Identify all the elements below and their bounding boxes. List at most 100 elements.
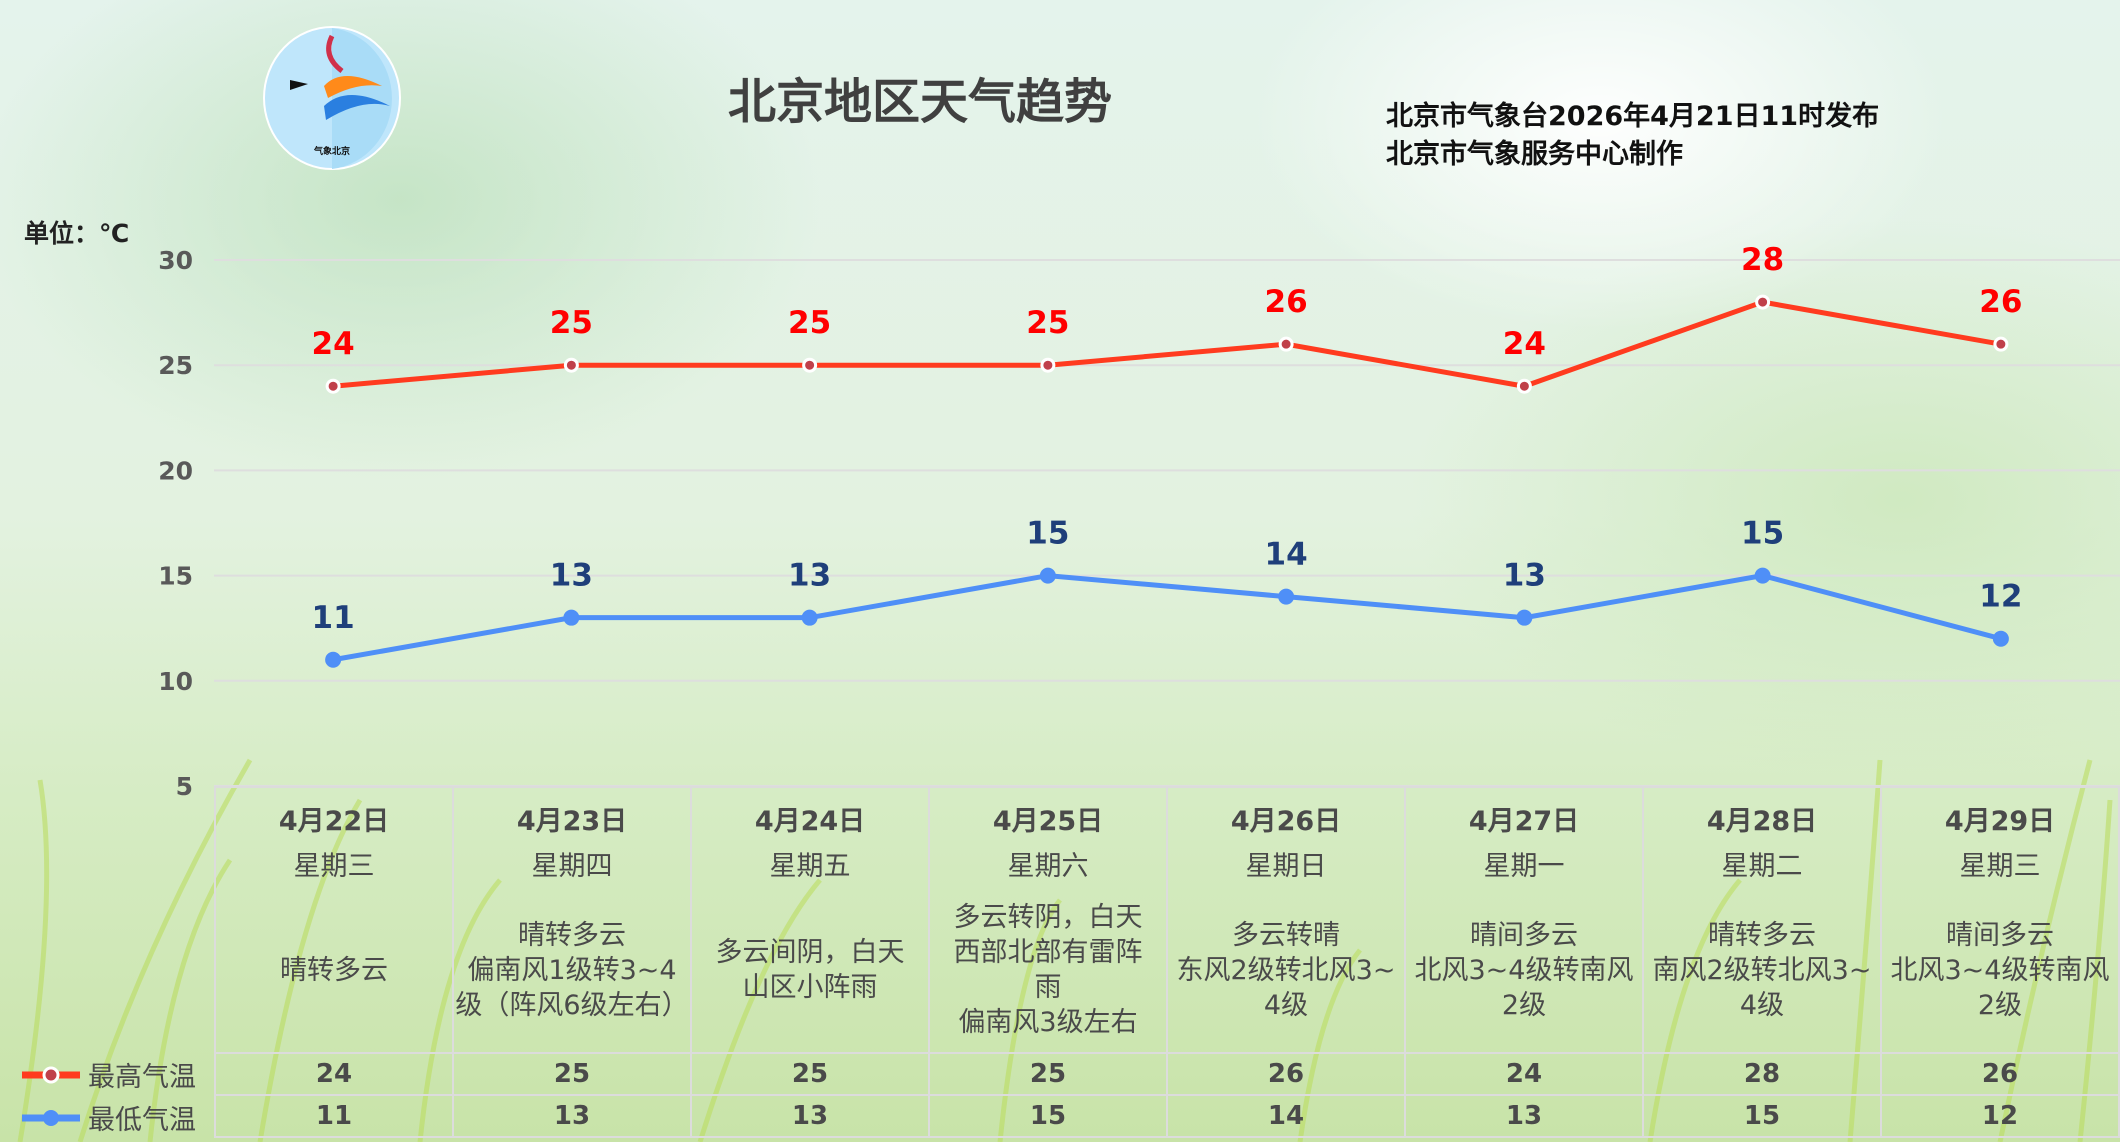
weather-desc-cell: 晴转多云 南风2级转北风3~ 4级	[1642, 888, 1882, 1054]
high-temp-point	[1040, 357, 1056, 373]
low-temp-data-label: 11	[312, 600, 355, 636]
high-temp-cell: 24	[1404, 1052, 1644, 1096]
weather-desc-line: 2级	[1977, 989, 2023, 1021]
high-temp-cell: 26	[1880, 1052, 2120, 1096]
date-cell: 4月24日	[690, 786, 930, 838]
low-temp-cell: 15	[928, 1094, 1168, 1138]
high-temp-cell: 24	[214, 1052, 454, 1096]
weather-desc-line: 多云转阴，白天	[953, 902, 1143, 933]
forecast-table: 4月22日 4月23日 4月24日 4月25日 4月26日 4月27日 4月28日 4月29日…	[214, 786, 2120, 1138]
low-temp-point	[1039, 567, 1056, 584]
weather-desc-cell: 多云间阴，白天 山区小阵雨	[690, 888, 930, 1054]
weekday-cell: 星期二	[1642, 838, 1882, 888]
high-row: 24 25 25 25 26 24 28 26	[214, 1052, 2120, 1096]
high-temp-point	[1993, 336, 2009, 352]
weather-desc-line: 偏南风3级左右	[958, 1007, 1138, 1038]
weather-desc-cell: 多云转晴 东风2级转北风3~ 4级	[1166, 888, 1406, 1054]
logo: 气象北京	[262, 26, 402, 175]
weekday-cell: 星期四	[452, 838, 692, 888]
issue-info: 北京市气象台2026年4月21日11时发布	[1386, 101, 1880, 132]
high-temp-data-label: 25	[550, 305, 593, 341]
weather-desc-line: 山区小阵雨	[742, 972, 878, 1003]
unit-label: 单位：℃	[24, 219, 130, 248]
weekday-cell: 星期日	[1166, 838, 1406, 888]
high-temp-cell: 26	[1166, 1052, 1406, 1096]
legend: 最高气温 最低气温	[20, 1053, 214, 1139]
low-temp-point	[1278, 588, 1295, 605]
date-cell: 4月27日	[1404, 786, 1644, 838]
meteorological-service-logo-icon: 气象北京	[263, 26, 401, 170]
weekday-cell: 星期三	[1880, 838, 2120, 888]
weather-desc-line: 多云间阴，白天	[715, 937, 905, 968]
high-temp-marker-icon	[22, 1066, 80, 1083]
low-temp-data-label: 14	[1265, 537, 1308, 573]
y-tick-label: 15	[158, 562, 193, 591]
low-temp-cell: 12	[1880, 1094, 2120, 1138]
weather-desc-line: 北风3~4级转南风	[1890, 954, 2110, 986]
high-temp-data-label: 28	[1741, 242, 1784, 278]
y-tick-label: 10	[158, 667, 193, 696]
legend-high: 最高气温	[20, 1053, 214, 1096]
date-row: 4月22日 4月23日 4月24日 4月25日 4月26日 4月27日 4月28日 4月29日	[214, 786, 2120, 838]
weather-desc-cell: 晴间多云 北风3~4级转南风 2级	[1404, 888, 1644, 1054]
high-temp-data-label: 24	[1503, 326, 1546, 362]
low-temp-cell: 15	[1642, 1094, 1882, 1138]
high-temp-point	[325, 378, 341, 394]
weekday-row: 星期三 星期四 星期五 星期六 星期日 星期一 星期二 星期三	[214, 838, 2120, 888]
high-temp-data-label: 24	[312, 326, 355, 362]
low-temp-data-label: 13	[1503, 558, 1546, 594]
high-temp-point	[1755, 294, 1771, 310]
low-temp-point	[1992, 630, 2009, 647]
legend-low-label: 最低气温	[88, 1105, 196, 1136]
weather-desc-line: 晴转多云	[1708, 919, 1816, 951]
weather-desc-line: 级（阵风6级左右）	[455, 989, 689, 1021]
weekday-cell: 星期五	[690, 838, 930, 888]
low-temp-point	[325, 651, 342, 668]
svg-text:气象北京: 气象北京	[313, 145, 350, 157]
y-tick-label: 5	[176, 772, 193, 801]
page-title: 北京地区天气趋势	[727, 74, 1112, 130]
weekday-cell: 星期一	[1404, 838, 1644, 888]
weekday-cell: 星期三	[214, 838, 454, 888]
producer-info: 北京市气象服务中心制作	[1386, 139, 1683, 170]
low-temp-point	[1754, 567, 1771, 584]
low-row: 11 13 13 15 14 13 15 12	[214, 1094, 2120, 1138]
high-temp-cell: 25	[452, 1052, 692, 1096]
desc-row: 晴转多云 晴转多云 偏南风1级转3~4 级（阵风6级左右） 多云间阴，白天 山区小阵雨 多云…	[214, 888, 2120, 1054]
weather-desc-cell: 晴间多云 北风3~4级转南风 2级	[1880, 888, 2120, 1054]
high-temp-cell: 25	[690, 1052, 930, 1096]
low-temp-cell: 13	[1404, 1094, 1644, 1138]
weather-desc-line: 北风3~4级转南风	[1414, 954, 1634, 986]
weather-desc-line: 4级	[1263, 989, 1309, 1021]
high-temp-data-label: 25	[1026, 305, 1069, 341]
y-tick-label: 20	[158, 456, 193, 485]
weather-desc-cell: 多云转阴，白天 西部北部有雷阵雨偏南风3级左右	[928, 888, 1168, 1054]
low-temp-marker-icon	[22, 1109, 80, 1126]
high-temp-point	[802, 357, 818, 373]
low-temp-data-label: 15	[1741, 516, 1784, 552]
date-cell: 4月28日	[1642, 786, 1882, 838]
low-temp-point	[563, 609, 580, 626]
low-temp-data-label: 13	[788, 558, 831, 594]
high-temp-data-label: 26	[1979, 284, 2022, 320]
date-cell: 4月23日	[452, 786, 692, 838]
weather-desc-line: 南风2级转北风3~	[1652, 954, 1872, 986]
legend-low: 最低气温	[20, 1096, 214, 1139]
date-cell: 4月22日	[214, 786, 454, 838]
weather-desc-line: 晴间多云	[1470, 919, 1578, 951]
high-temp-cell: 25	[928, 1052, 1168, 1096]
high-temp-point	[1278, 336, 1294, 352]
low-temp-data-label: 13	[550, 558, 593, 594]
weather-desc-line: 东风2级转北风3~	[1176, 954, 1396, 986]
y-tick-label: 25	[158, 351, 193, 380]
low-temp-data-label: 12	[1979, 579, 2022, 615]
weather-desc-line: 雨	[1034, 972, 1062, 1003]
weather-desc-line: 晴转多云	[518, 919, 626, 951]
high-temp-cell: 28	[1642, 1052, 1882, 1096]
weather-desc-cell: 晴转多云 偏南风1级转3~4 级（阵风6级左右）	[452, 888, 692, 1054]
low-temp-point	[801, 609, 818, 626]
weather-desc-line: 晴间多云	[1946, 919, 2054, 951]
low-temp-line	[332, 573, 2002, 663]
high-temp-data-label: 26	[1265, 284, 1308, 320]
